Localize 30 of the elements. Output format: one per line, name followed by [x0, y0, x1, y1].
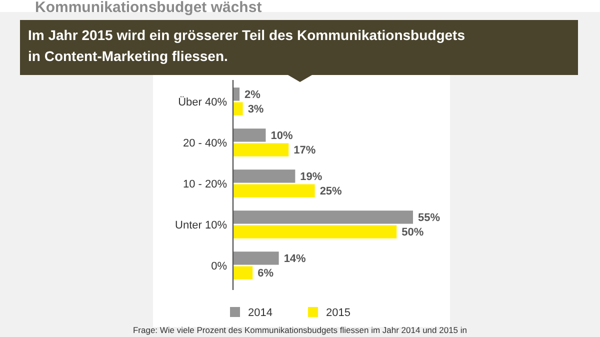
bar [233, 170, 296, 183]
data-label: 17% [294, 144, 316, 157]
chart-title: Kommunikationsbudget wächst [35, 0, 262, 16]
legend-label: 2014 [248, 306, 272, 319]
text: Frage: Wie viele Prozent des Kommunikationsbudgets fliessen im Jahr 2014 und 2015 in [132, 325, 468, 335]
bar [233, 184, 315, 198]
data-label: 10% [270, 130, 293, 142]
y-tick-label: Unter 10% [175, 219, 228, 232]
data-label: 6% [258, 268, 274, 280]
data-label: 50% [402, 226, 424, 239]
chart-subtitle: Im Jahr 2015 wird ein grösserer Teil des Kommunikationsbudgets in Content-Marketing fliessen. [28, 27, 466, 64]
data-label: 19% [300, 171, 322, 184]
bar [233, 88, 240, 101]
y-tick-label: Über 40% [178, 95, 228, 108]
legend-label: 2015 [326, 306, 350, 319]
data-label: 2% [244, 89, 261, 102]
y-tick-label: 0% [211, 260, 228, 272]
bar [233, 252, 279, 265]
data-label: 25% [320, 186, 342, 198]
bar [233, 102, 243, 116]
y-tick-label: 10 - 20% [182, 178, 228, 190]
data-label: 14% [284, 253, 306, 266]
bar [233, 225, 397, 238]
data-label: 3% [248, 104, 264, 116]
y-tick-label: 20 - 40% [182, 137, 228, 150]
bar [233, 210, 413, 224]
data-label: 55% [418, 212, 440, 224]
bar [233, 128, 266, 142]
bar [233, 143, 289, 156]
bar [233, 266, 253, 280]
